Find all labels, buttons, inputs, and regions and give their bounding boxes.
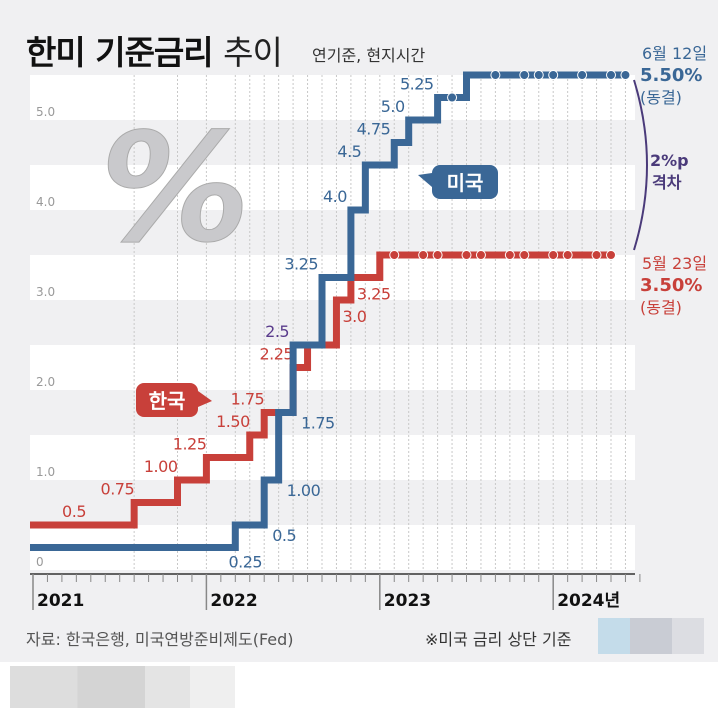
x-tick-label: 2024년 xyxy=(557,591,620,611)
y-tick-label: 1.0 xyxy=(36,465,55,479)
x-tick-label: 2022 xyxy=(210,591,257,611)
hold-dot xyxy=(519,250,530,260)
data-label: 3.25 xyxy=(357,285,391,304)
hold-dot xyxy=(418,250,429,260)
hold-dot xyxy=(620,70,631,80)
end-status-label: (동결) xyxy=(640,298,682,317)
hold-dot xyxy=(475,250,486,260)
grid-band xyxy=(30,300,635,345)
data-label: 1.25 xyxy=(173,435,207,454)
series-line-us xyxy=(30,71,626,551)
us-bubble-tail xyxy=(418,173,432,187)
data-label: 2.25 xyxy=(259,345,293,364)
end-value-label: 5.50% xyxy=(640,65,702,86)
y-tick-label: 0 xyxy=(36,555,44,569)
us-label: 미국 xyxy=(447,171,484,195)
data-label: 4.0 xyxy=(323,187,347,206)
us-bubble xyxy=(432,165,498,199)
data-label: 1.75 xyxy=(301,414,335,433)
hold-dot xyxy=(577,70,588,80)
data-label: 0.5 xyxy=(272,526,296,545)
end-date-label: 6월 12일 xyxy=(642,44,707,63)
data-label: 5.0 xyxy=(381,97,405,116)
hold-dot xyxy=(533,70,544,80)
watermark-blur-2 xyxy=(10,666,235,708)
hold-dot xyxy=(606,250,616,260)
footnote: ※미국 금리 상단 기준 xyxy=(425,630,572,649)
hold-dot xyxy=(389,250,400,260)
data-label: 1.00 xyxy=(287,481,321,500)
x-tick-label: 2021 xyxy=(37,591,84,611)
korea-bubble-tail xyxy=(198,391,212,407)
data-label: 1.50 xyxy=(216,412,250,431)
data-label: 4.75 xyxy=(357,120,391,139)
end-value-label: 3.50% xyxy=(640,275,702,296)
hold-dot xyxy=(447,92,458,103)
gap-label: 격차 xyxy=(652,173,682,192)
hold-dot xyxy=(562,250,573,260)
hold-dot xyxy=(606,70,616,80)
hold-dot xyxy=(548,250,559,260)
hold-dot xyxy=(504,250,515,260)
data-label: 1.00 xyxy=(144,457,178,476)
title-light: 추이 xyxy=(223,33,283,72)
y-tick-label: 2.0 xyxy=(36,375,55,389)
data-label: 5.25 xyxy=(400,75,434,94)
end-date-label: 5월 23일 xyxy=(642,254,707,273)
grid-band xyxy=(30,120,635,165)
percent-icon: % xyxy=(100,102,250,276)
title-bold: 한미 기준금리 xyxy=(26,33,214,72)
data-label: 3.25 xyxy=(284,255,318,274)
page-title: 한미 기준금리 추이 xyxy=(26,26,283,74)
hold-dot xyxy=(461,250,472,260)
grid-band xyxy=(30,345,635,390)
hold-dot xyxy=(432,250,443,260)
hold-dot xyxy=(519,70,530,80)
y-tick-label: 4.0 xyxy=(36,195,55,209)
grid-band xyxy=(30,75,635,120)
grid-band xyxy=(30,210,635,255)
source-note: 자료: 한국은행, 미국연방준비제도(Fed) xyxy=(26,630,294,649)
subtitle: 연기준, 현지시간 xyxy=(312,46,426,65)
data-label: 0.75 xyxy=(101,480,135,499)
gap-value: 2%p xyxy=(650,151,689,170)
hold-dot xyxy=(548,70,559,80)
data-label: 0.25 xyxy=(228,553,262,572)
grid-band xyxy=(30,435,635,480)
korea-label: 한국 xyxy=(149,389,186,413)
y-tick-label: 3.0 xyxy=(36,285,55,299)
data-label: 2.5 xyxy=(265,322,289,341)
end-status-label: (동결) xyxy=(640,88,682,107)
x-tick-label: 2023 xyxy=(384,591,431,611)
hold-dot xyxy=(591,250,602,260)
hold-dot xyxy=(490,70,501,80)
gap-bracket xyxy=(633,79,648,251)
data-label: 4.5 xyxy=(337,142,361,161)
grid-band xyxy=(30,390,635,435)
watermark-blur xyxy=(598,618,704,654)
y-tick-label: 5.0 xyxy=(36,105,55,119)
data-label: 0.5 xyxy=(62,502,86,521)
korea-bubble xyxy=(136,383,198,417)
data-label: 3.0 xyxy=(342,307,366,326)
grid-band xyxy=(30,165,635,210)
data-label: 1.75 xyxy=(231,390,265,409)
